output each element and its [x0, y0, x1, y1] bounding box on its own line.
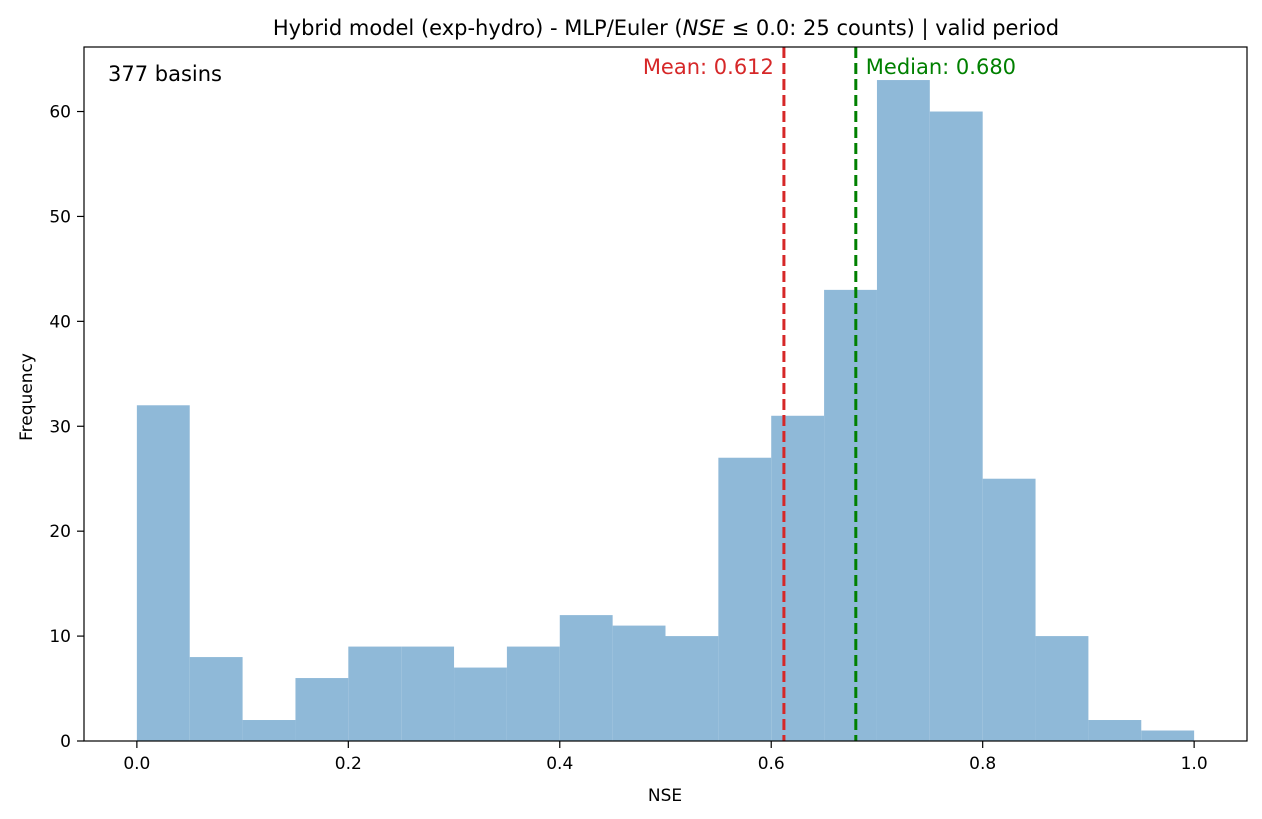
y-tick-label: 60: [49, 103, 71, 123]
histogram-bar: [401, 646, 455, 741]
histogram-bar: [876, 80, 930, 742]
x-ticks-group: 0.0 0.2 0.4 0.6 0.8 1.0: [123, 741, 1208, 774]
histogram-bar: [136, 405, 190, 741]
y-ticks-group: 0 10 20 30 40 50 60: [49, 103, 84, 752]
histogram-bar: [665, 636, 719, 741]
histogram-bar: [1035, 636, 1089, 741]
histogram-bar: [559, 615, 613, 741]
histogram-bar: [929, 111, 983, 741]
x-axis-label: NSE: [648, 786, 682, 806]
median-label: Median: 0.680: [866, 55, 1016, 79]
x-tick-label: 1.0: [1181, 754, 1208, 774]
x-tick-label: 0.4: [546, 754, 573, 774]
histogram-bar: [295, 678, 349, 741]
histogram-bar: [1141, 730, 1195, 741]
histogram-bar: [824, 289, 877, 741]
histogram-bar: [771, 415, 825, 741]
histogram-bar: [612, 625, 666, 741]
y-tick-label: 40: [49, 312, 71, 332]
histogram-bar: [718, 457, 772, 741]
chart-title: Hybrid model (exp-hydro) - MLP/Euler (NS…: [273, 16, 1059, 41]
axes-frame: [83, 46, 1248, 742]
bars-group: [136, 80, 1195, 742]
histogram-bar: [242, 720, 296, 741]
y-tick-label: 30: [49, 417, 71, 437]
mean-label: Mean: 0.612: [643, 55, 774, 79]
y-tick-label: 10: [49, 627, 71, 647]
x-tick-label: 0.6: [758, 754, 785, 774]
y-tick-label: 50: [49, 207, 71, 227]
histogram-bar: [1088, 720, 1142, 741]
y-tick-label: 0: [60, 732, 71, 752]
x-tick-label: 0.0: [123, 754, 150, 774]
histogram-bar: [982, 478, 1036, 741]
x-tick-label: 0.2: [335, 754, 362, 774]
y-axis-label: Frequency: [17, 353, 37, 441]
histogram-bar: [454, 667, 507, 741]
stat-lines-group: [782, 47, 858, 741]
histogram-bar: [189, 657, 243, 741]
histogram-bar: [506, 646, 560, 741]
x-tick-label: 0.8: [969, 754, 996, 774]
y-tick-label: 20: [49, 522, 71, 542]
basins-annotation: 377 basins: [108, 62, 222, 86]
histogram-bar: [348, 646, 402, 741]
